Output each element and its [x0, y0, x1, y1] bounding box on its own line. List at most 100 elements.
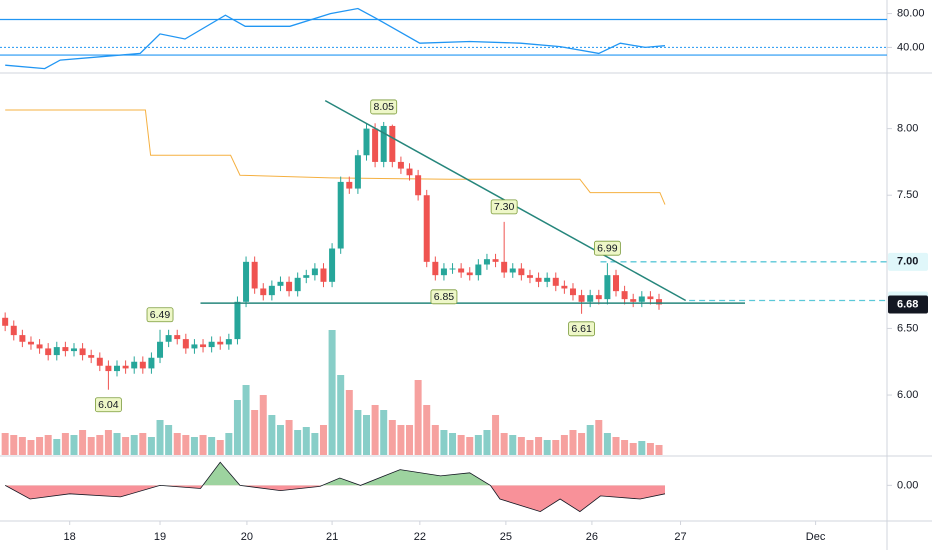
y-tick-label: 0.00 — [897, 479, 918, 491]
volume-bar — [578, 433, 586, 455]
candle-body — [2, 317, 9, 326]
volume-bar — [431, 425, 439, 455]
volume-bar — [363, 415, 371, 455]
volume-bar — [276, 425, 284, 455]
y-tick-label: 8.00 — [897, 123, 918, 135]
price-marker-label: 6.61 — [571, 323, 592, 335]
candle-body — [363, 128, 370, 156]
volume-bar — [104, 430, 112, 455]
candle-body — [320, 268, 327, 282]
candle-body — [251, 261, 258, 289]
volume-bar — [61, 433, 69, 455]
candle-body — [10, 325, 17, 336]
price-marker — [95, 397, 122, 413]
volume-bar — [268, 415, 276, 455]
volume-bar — [586, 425, 594, 455]
candle-body — [165, 335, 172, 342]
volume-bar — [337, 375, 345, 455]
volume-bar — [156, 420, 164, 455]
price-marker-label: 8.05 — [373, 101, 394, 113]
volume-bar — [380, 410, 388, 455]
price-marker — [430, 289, 458, 305]
candle-body — [148, 357, 155, 369]
candle-body — [234, 301, 241, 340]
candle-body — [415, 175, 422, 196]
candle-body — [449, 268, 456, 270]
candle-body — [182, 339, 189, 349]
candle-body — [518, 268, 525, 276]
volume-bar — [423, 405, 431, 455]
x-tick-label: 27 — [674, 531, 686, 543]
volume-bar — [629, 443, 637, 455]
candle-body — [587, 295, 594, 302]
volume-bar — [466, 437, 474, 455]
candle-body — [200, 344, 207, 348]
candle-body — [105, 365, 112, 372]
volume-bar — [414, 380, 422, 455]
candle-body — [286, 281, 293, 292]
volume-bar — [397, 425, 405, 455]
candle-body — [552, 277, 559, 286]
price-marker-label: 6.85 — [434, 291, 455, 303]
y-tick-label: 80.00 — [897, 7, 925, 19]
volume-bar — [1, 433, 9, 455]
candle-body — [88, 355, 95, 358]
volume-bar — [311, 433, 319, 455]
volume-bar — [242, 385, 250, 455]
candle-body — [96, 357, 103, 366]
volume-bar — [517, 437, 525, 455]
volume-bar — [122, 437, 130, 455]
candle-body — [569, 288, 576, 296]
candle-body — [389, 125, 396, 162]
volume-bar — [87, 437, 95, 455]
x-tick-label: 19 — [154, 531, 166, 543]
y-tick-label: 40.00 — [897, 41, 925, 53]
volume-bar — [560, 435, 568, 455]
volume-bar — [483, 430, 491, 455]
volume-bar — [354, 410, 362, 455]
volume-bar — [371, 405, 379, 455]
candle-body — [604, 275, 611, 300]
candle-body — [423, 195, 430, 262]
volume-bar — [406, 425, 414, 455]
volume-bar — [113, 433, 121, 455]
price-tag — [888, 295, 928, 314]
candle-body — [544, 277, 551, 282]
volume-bar — [319, 425, 327, 455]
moving-average — [5, 109, 666, 205]
volume-bar — [646, 443, 654, 455]
volume-bar — [182, 435, 190, 455]
x-tick-label: 21 — [326, 531, 338, 543]
volume-bar — [10, 435, 18, 455]
volume-bar — [543, 440, 551, 455]
volume-bar — [603, 433, 611, 455]
volume-bar — [285, 420, 293, 455]
volume-bar — [96, 435, 104, 455]
candle-body — [19, 335, 26, 342]
candle-body — [630, 299, 637, 302]
candle-body — [501, 261, 508, 273]
candle-body — [329, 248, 336, 282]
volume-bar — [294, 430, 302, 455]
candle-body — [612, 275, 619, 292]
candle-body — [53, 347, 60, 356]
volume-bar — [474, 435, 482, 455]
volume-bar — [595, 420, 603, 455]
y-tick-label: 6.00 — [897, 389, 918, 401]
volume-bar — [492, 415, 500, 455]
candle-body — [62, 347, 69, 352]
oscillator-positive — [5, 462, 665, 486]
candle-body — [595, 295, 602, 300]
candle-body — [647, 296, 654, 300]
candle-body — [492, 259, 499, 262]
candle-body — [466, 272, 473, 276]
candle-body — [79, 348, 86, 356]
volume-bar — [225, 433, 233, 455]
volume-bar — [449, 433, 457, 455]
candle-body — [578, 295, 585, 302]
y-tick-label: 6.50 — [897, 322, 918, 334]
candle-body — [526, 275, 533, 278]
volume-bar — [27, 440, 35, 455]
x-tick-label: Dec — [806, 531, 826, 543]
volume-bar — [251, 410, 259, 455]
